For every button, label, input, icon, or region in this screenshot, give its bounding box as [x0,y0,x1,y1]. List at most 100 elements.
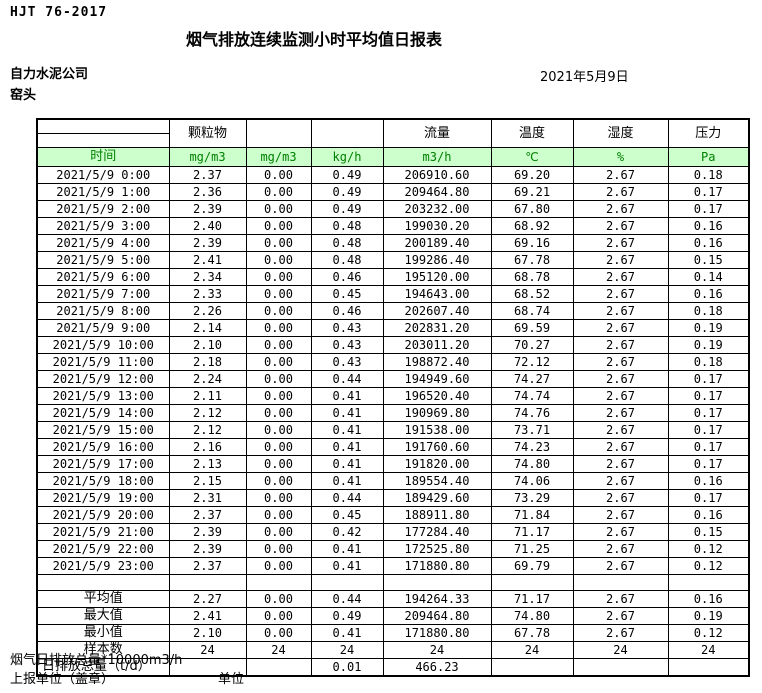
value-cell: 0.12 [667,557,750,575]
value-cell: 74.23 [490,438,574,456]
value-cell: 2.31 [168,489,247,507]
value-cell: 206910.60 [382,166,492,184]
value-cell: 0.00 [245,302,312,320]
col-header-humidity: 湿度 [572,118,669,148]
value-cell: 0.18 [667,166,750,184]
table-body: 2021/5/9 0:00 2.37 0.00 0.49 206910.60 69.20 2… [36,166,750,677]
time-cell: 2021/5/9 5:00 [36,251,170,269]
value-cell: 24 [572,641,669,659]
time-column-header: 时间 [36,147,170,167]
value-cell: 2.11 [168,387,247,405]
value-cell: 2.67 [572,624,669,642]
value-cell: 2.67 [572,353,669,371]
value-cell: 0.17 [667,370,750,388]
time-cell: 2021/5/9 0:00 [36,166,170,184]
time-cell: 2021/5/9 7:00 [36,285,170,303]
value-cell: 73.29 [490,489,574,507]
value-cell: 0.45 [310,506,384,524]
value-cell: 0.00 [245,268,312,286]
time-cell: 2021/5/9 9:00 [36,319,170,337]
report-table: 颗粒物 流量 温度 湿度 压力 时间 mg/m3 mg/m3 kg/h m3/h… [36,118,750,677]
value-cell: 189429.60 [382,489,492,507]
value-cell: 2.67 [572,302,669,320]
value-cell: 0.41 [310,455,384,473]
table-row: 2021/5/9 8:00 2.26 0.00 0.46 202607.40 68.74 2… [36,302,750,320]
value-cell: 171880.80 [382,557,492,575]
value-cell: 72.12 [490,353,574,371]
value-cell: 0.41 [310,421,384,439]
value-cell: 0.45 [310,285,384,303]
value-cell: 0.41 [310,472,384,490]
value-cell: 69.20 [490,166,574,184]
empty-cell [572,574,669,591]
time-cell: 2021/5/9 4:00 [36,234,170,252]
value-cell: 2.67 [572,251,669,269]
value-cell: 0.49 [310,183,384,201]
empty-cell [168,574,247,591]
company-name: 自力水泥公司 [10,67,89,82]
value-cell: 2.67 [572,489,669,507]
table-row: 2021/5/9 11:00 2.18 0.00 0.43 198872.40 72.12… [36,353,750,371]
value-cell: 71.84 [490,506,574,524]
value-cell: 24 [168,641,247,659]
value-cell: 74.27 [490,370,574,388]
value-cell: 0.43 [310,336,384,354]
value-cell: 194643.00 [382,285,492,303]
value-cell: 0.48 [310,234,384,252]
value-cell [572,658,669,677]
value-cell: 0.17 [667,183,750,201]
corner-cell-bottom [36,133,170,148]
value-cell: 0.42 [310,523,384,541]
value-cell: 2.34 [168,268,247,286]
value-cell: 0.46 [310,268,384,286]
value-cell: 189554.40 [382,472,492,490]
value-cell: 0.16 [667,285,750,303]
table-row: 2021/5/9 21:00 2.39 0.00 0.42 177284.40 71.17… [36,523,750,541]
value-cell: 191820.00 [382,455,492,473]
table-row: 2021/5/9 17:00 2.13 0.00 0.41 191820.00 74.80… [36,455,750,473]
time-cell: 2021/5/9 21:00 [36,523,170,541]
value-cell: 194264.33 [382,590,492,608]
value-cell [667,658,750,677]
report-date: 2021年5月9日 [540,70,629,85]
value-cell: 0.00 [245,336,312,354]
value-cell: 177284.40 [382,523,492,541]
value-cell: 2.41 [168,607,247,625]
unit-celsius: ℃ [490,147,574,167]
value-cell: 24 [667,641,750,659]
value-cell: 2.67 [572,336,669,354]
value-cell: 74.80 [490,607,574,625]
table-row: 2021/5/9 5:00 2.41 0.00 0.48 199286.40 67.78 2… [36,251,750,269]
summary-row: 最小值 2.10 0.00 0.41 171880.80 67.78 2.67 0.12 [36,624,750,642]
spacer-row [36,574,750,591]
value-cell: 68.78 [490,268,574,286]
value-cell: 2.67 [572,438,669,456]
time-cell: 2021/5/9 23:00 [36,557,170,575]
col-header-blank-1 [245,118,312,148]
value-cell: 0.00 [245,624,312,642]
value-cell: 0.00 [245,353,312,371]
value-cell: 67.80 [490,200,574,218]
time-cell: 2021/5/9 22:00 [36,540,170,558]
value-cell: 0.19 [667,319,750,337]
value-cell: 0.17 [667,421,750,439]
value-cell: 2.67 [572,523,669,541]
table-row: 2021/5/9 2:00 2.39 0.00 0.49 203232.00 67.80 2… [36,200,750,218]
table-row: 2021/5/9 22:00 2.39 0.00 0.41 172525.80 71.25… [36,540,750,558]
value-cell: 0.18 [667,302,750,320]
footer-unit-label: 单位 [218,672,245,687]
value-cell: 0.00 [245,251,312,269]
empty-cell [310,574,384,591]
value-cell: 2.12 [168,404,247,422]
empty-cell [245,574,312,591]
value-cell: 0.12 [667,540,750,558]
value-cell: 2.10 [168,624,247,642]
value-cell: 0.00 [245,523,312,541]
value-cell: 68.74 [490,302,574,320]
empty-cell [667,574,750,591]
value-cell: 74.74 [490,387,574,405]
unit-m3-h: m3/h [382,147,492,167]
value-cell: 0.00 [245,166,312,184]
value-cell: 0.14 [667,268,750,286]
value-cell: 466.23 [382,658,492,677]
